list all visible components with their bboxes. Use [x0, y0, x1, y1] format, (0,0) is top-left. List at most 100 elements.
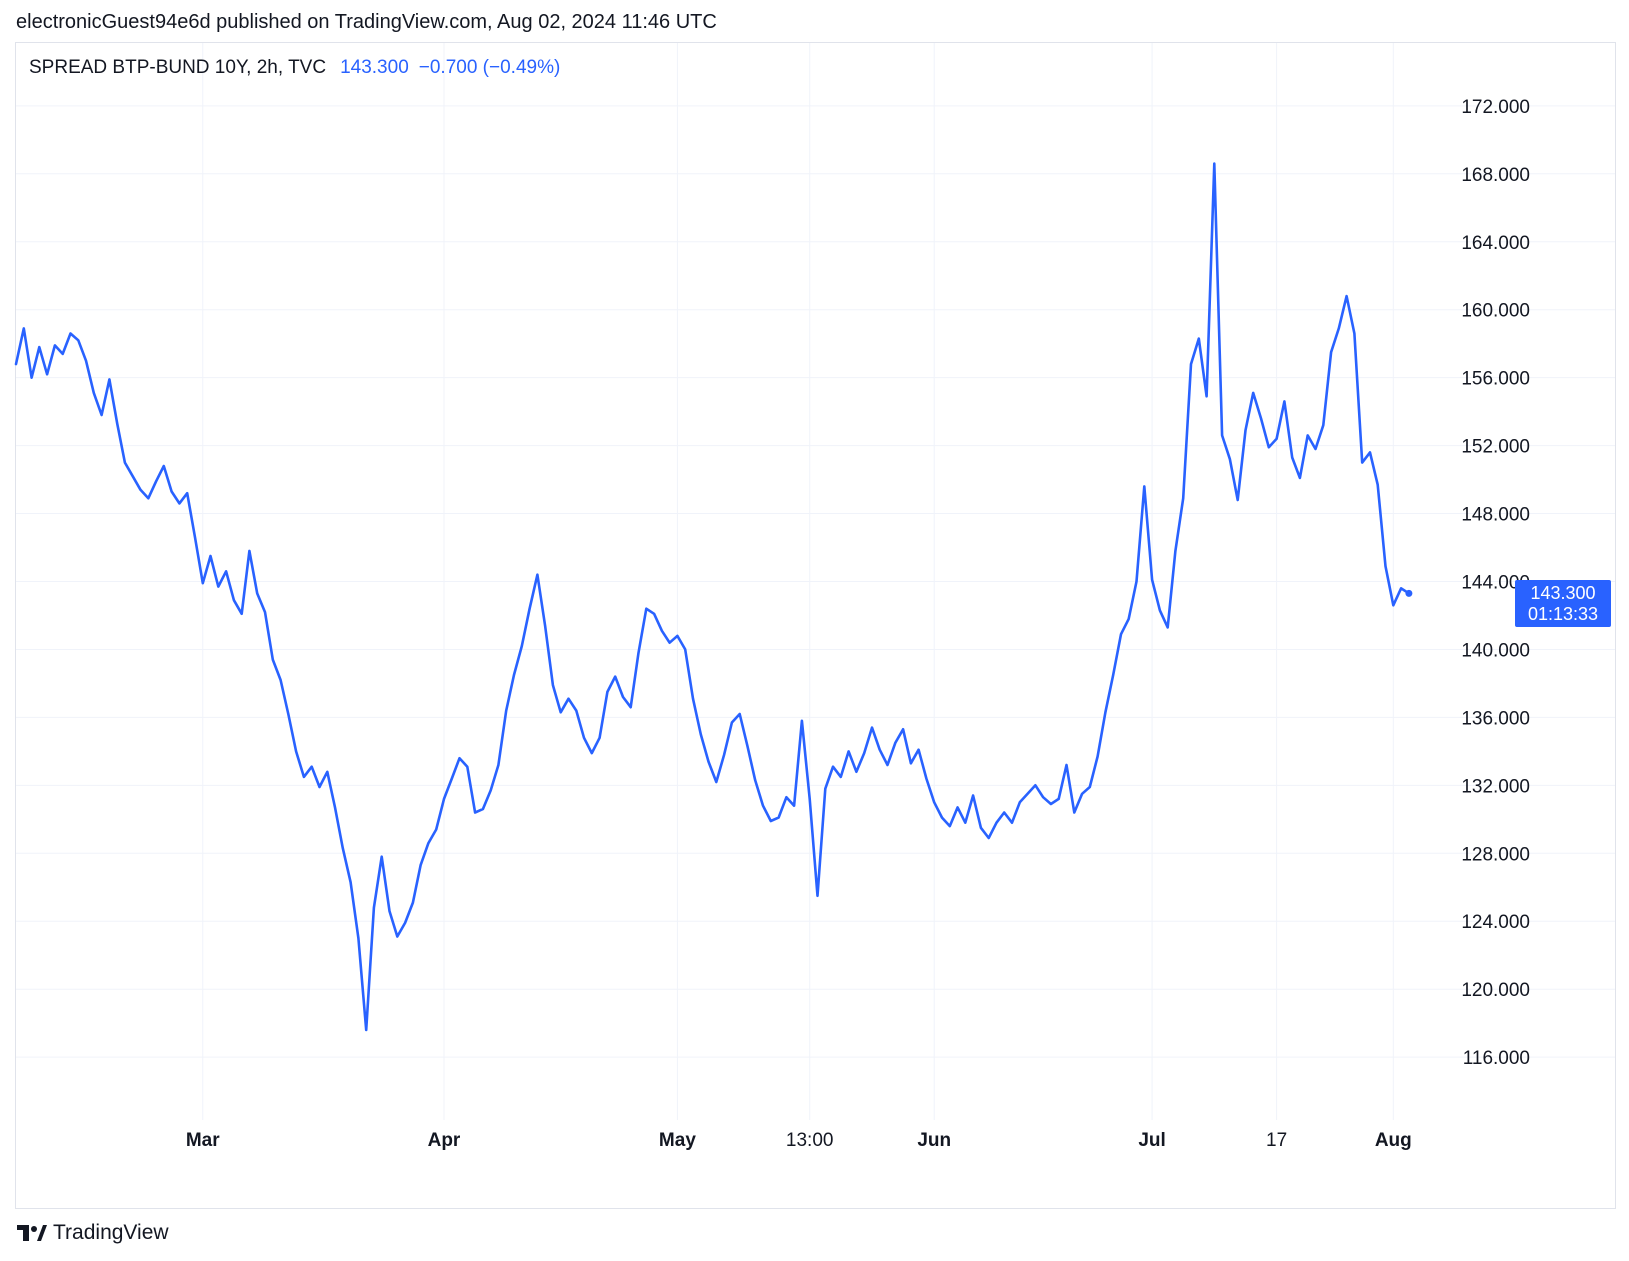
data-point [1252, 392, 1254, 394]
data-point [1198, 337, 1200, 340]
data-point [941, 816, 943, 819]
data-point [1314, 448, 1317, 450]
data-point [38, 346, 41, 348]
chart-pane[interactable] [15, 42, 1616, 1209]
data-point [443, 798, 445, 800]
data-point [1283, 400, 1286, 403]
data-point [995, 821, 998, 824]
data-point [435, 828, 438, 831]
data-point [1003, 811, 1005, 814]
data-point [1159, 609, 1161, 612]
data-point [93, 392, 95, 394]
data-point [544, 624, 546, 627]
brand-name: TradingView [53, 1221, 169, 1244]
data-point [466, 765, 469, 768]
data-point [567, 697, 570, 700]
data-point [606, 691, 609, 693]
data-point [1182, 497, 1184, 500]
data-point [1291, 456, 1293, 459]
data-point [1221, 434, 1223, 437]
data-point [700, 733, 702, 736]
data-point [225, 570, 227, 573]
data-point [131, 475, 134, 478]
symbol-legend[interactable]: SPREAD BTP-BUND 10Y, 2h, TVC 143.300 −0.… [29, 57, 560, 79]
x-tick-label: Jul [1138, 1130, 1165, 1151]
data-point [497, 764, 500, 766]
data-point [513, 674, 515, 676]
data-point [139, 489, 142, 491]
data-point [878, 748, 881, 751]
data-point [1376, 483, 1379, 486]
data-point [178, 502, 181, 505]
data-point [54, 344, 56, 347]
data-point [793, 804, 795, 807]
data-point [23, 327, 25, 330]
y-tick-label: 124.000 [1461, 912, 1530, 933]
data-point [746, 745, 749, 748]
data-point [840, 776, 842, 778]
data-point [303, 776, 305, 778]
data-point [1306, 434, 1309, 437]
data-point [1089, 786, 1091, 788]
y-tick-label: 160.000 [1461, 301, 1530, 322]
data-point [69, 332, 72, 335]
data-point [637, 652, 640, 654]
data-point [1019, 801, 1021, 804]
y-tick-label: 172.000 [1461, 97, 1530, 118]
data-point [85, 359, 87, 362]
x-tick-label: Jun [917, 1130, 951, 1151]
data-point [1369, 451, 1371, 454]
data-point [1345, 295, 1348, 297]
data-point [980, 827, 982, 829]
last-value: 143.300 [340, 57, 409, 78]
data-point [1127, 618, 1130, 620]
data-point [310, 765, 313, 768]
data-point [521, 645, 523, 647]
data-point [1236, 499, 1239, 501]
data-point [419, 864, 422, 866]
x-tick-label: Mar [186, 1130, 220, 1151]
data-point [427, 842, 430, 844]
data-point [147, 497, 150, 500]
data-point [762, 804, 764, 807]
data-point [458, 757, 461, 759]
data-point [202, 582, 204, 584]
data-point [163, 465, 165, 467]
data-point [108, 378, 111, 381]
data-point [1050, 803, 1052, 805]
data-point [1275, 438, 1278, 440]
data-point [1361, 461, 1363, 464]
series-layer [14, 162, 1413, 1032]
data-point [1143, 485, 1146, 488]
data-point [1330, 351, 1332, 354]
grid-lines [16, 43, 1615, 1120]
x-axis-ticks: Mar Apr May 13:00 Jun Jul 17 Aug [186, 1130, 1412, 1151]
data-point [847, 750, 850, 753]
data-point [489, 789, 492, 792]
x-tick-label: Aug [1375, 1130, 1412, 1151]
data-point [629, 706, 632, 708]
data-point [272, 658, 274, 661]
data-point [824, 787, 827, 790]
data-point [559, 711, 562, 714]
data-point [318, 786, 321, 788]
data-point [186, 492, 188, 495]
data-point [832, 765, 834, 768]
data-point [61, 353, 64, 355]
data-point [1205, 395, 1208, 398]
data-point [917, 748, 920, 751]
tradingview-logo[interactable]: TradingView [17, 1221, 169, 1245]
data-point [326, 771, 329, 773]
data-point [583, 737, 585, 739]
y-tick-label: 148.000 [1461, 505, 1530, 526]
series-line[interactable] [14, 162, 1411, 1032]
data-point [808, 798, 811, 800]
data-point [279, 679, 282, 681]
data-point [15, 363, 17, 365]
data-point [731, 721, 733, 724]
data-point [1244, 429, 1247, 432]
data-point [863, 752, 865, 754]
y-tick-label: 156.000 [1461, 369, 1530, 390]
data-point [1057, 798, 1060, 800]
